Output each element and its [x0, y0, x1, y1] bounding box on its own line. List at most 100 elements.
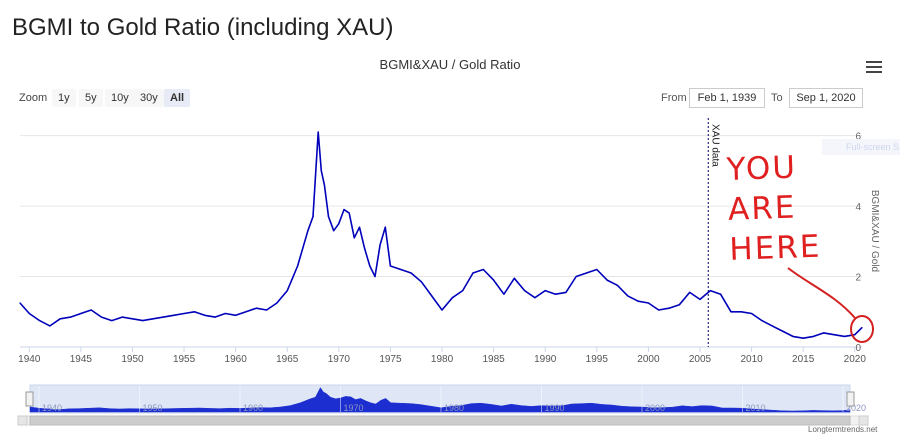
navigator-tick-label: 1960	[243, 403, 263, 413]
navigator-tick-label: 1980	[444, 403, 464, 413]
y-tick-label: 0	[855, 343, 861, 354]
data-point	[224, 312, 226, 315]
data-point	[575, 275, 577, 278]
data-point	[317, 131, 319, 133]
x-tick-label: 1975	[379, 354, 402, 365]
data-point	[658, 309, 660, 311]
data-point	[204, 314, 206, 316]
hamburger-menu-icon[interactable]	[866, 61, 882, 75]
scrollbar	[17, 415, 869, 426]
data-point	[214, 316, 216, 318]
data-point	[843, 335, 846, 338]
x-tick-label: 1990	[534, 354, 557, 365]
data-point	[100, 316, 103, 318]
grid-lines	[20, 135, 862, 348]
navigator-area	[29, 387, 851, 413]
data-point	[369, 265, 371, 267]
zoom-30y-button[interactable]: 30y	[134, 89, 164, 107]
data-point	[709, 290, 711, 292]
scrollbar-left-arrow	[17, 415, 28, 426]
range-from-input[interactable]: Feb 1, 1939	[689, 88, 765, 108]
range-to-input[interactable]: Sep 1, 2020	[789, 88, 863, 108]
data-point	[554, 293, 557, 295]
data-point	[255, 307, 257, 309]
credits-link[interactable]: Longtermtrends.net	[808, 425, 878, 434]
data-point	[534, 297, 536, 299]
data-point	[348, 212, 350, 214]
data-point	[49, 325, 51, 327]
navigator-tick-label: 1940	[42, 403, 62, 413]
data-point	[121, 316, 123, 318]
data-point	[596, 268, 598, 271]
data-point	[379, 244, 381, 246]
data-point	[861, 327, 863, 329]
series-points	[19, 131, 863, 339]
x-axis: 1940 1945 1950 1955 1960 1965 1970 1975 1980 1985…	[18, 347, 866, 365]
navigator: 1940 1950 1960 1970 1980 1990 2000 2010 2020	[25, 384, 866, 414]
data-point	[441, 309, 443, 311]
data-point	[400, 268, 402, 271]
x-tick-label: 1965	[276, 354, 299, 365]
scrollbar-right-arrow	[858, 415, 869, 426]
y-tick-label: 2	[855, 273, 861, 284]
data-point	[90, 309, 92, 311]
x-tick-label: 1995	[586, 354, 609, 365]
data-point	[28, 312, 30, 315]
navigator-tick-label: 1950	[143, 403, 163, 413]
data-point	[472, 272, 474, 274]
data-point	[585, 272, 588, 274]
data-point	[39, 319, 41, 322]
zoom-5y-button[interactable]: 5y	[79, 89, 103, 107]
data-point	[235, 314, 237, 316]
data-point	[647, 302, 650, 304]
data-point	[689, 291, 691, 293]
x-tick-label: 2015	[792, 354, 815, 365]
data-point	[307, 230, 309, 232]
x-tick-label: 1940	[18, 354, 41, 365]
zoom-label: Zoom	[19, 92, 48, 104]
data-point	[276, 302, 278, 304]
x-tick-label: 1970	[328, 354, 351, 365]
navigator-tick-label: 1990	[544, 403, 564, 413]
data-point	[333, 230, 335, 232]
y-tick-label: 6	[855, 132, 861, 143]
data-point	[616, 284, 619, 286]
data-point	[142, 319, 144, 322]
navigator-right-handle	[846, 391, 855, 407]
data-point	[111, 319, 113, 322]
zoom-1y-button[interactable]: 1y	[52, 89, 76, 107]
data-point	[296, 265, 299, 267]
fullscreen-button[interactable]: Full-screen S	[822, 139, 900, 155]
x-tick-label: 1985	[483, 354, 506, 365]
data-point	[69, 316, 72, 318]
x-tick-label: 1945	[70, 354, 93, 365]
annotation-line: HERE	[728, 228, 823, 268]
x-tick-label: 1980	[431, 354, 454, 365]
data-point	[338, 223, 340, 225]
data-point	[389, 265, 392, 267]
data-point	[637, 300, 639, 302]
data-point	[59, 318, 61, 320]
y-axis: 0 2 4 6	[855, 132, 861, 354]
data-point	[740, 311, 742, 313]
data-point	[320, 170, 322, 172]
navigator-tick-label: 2020	[846, 403, 866, 413]
data-point	[627, 295, 629, 297]
x-tick-label: 1960	[225, 354, 248, 365]
navigator-ticks: 1940 1950 1960 1970 1980 1990 2000 2010 2020	[38, 386, 866, 413]
zoom-all-button[interactable]: All	[164, 89, 191, 107]
annotation-arrow	[787, 267, 856, 319]
data-point	[343, 209, 345, 211]
data-point	[327, 216, 330, 218]
zoom-10y-button[interactable]: 10y	[105, 89, 135, 107]
data-point	[266, 309, 268, 311]
data-point	[823, 332, 825, 334]
x-tick-label: 1950	[121, 354, 144, 365]
series-line	[19, 131, 863, 339]
x-tick-label: 2005	[689, 354, 712, 365]
x-tick-label: 2000	[637, 354, 660, 365]
data-point	[353, 237, 355, 239]
navigator-tick-label: 2000	[645, 403, 665, 413]
data-point	[565, 291, 567, 293]
